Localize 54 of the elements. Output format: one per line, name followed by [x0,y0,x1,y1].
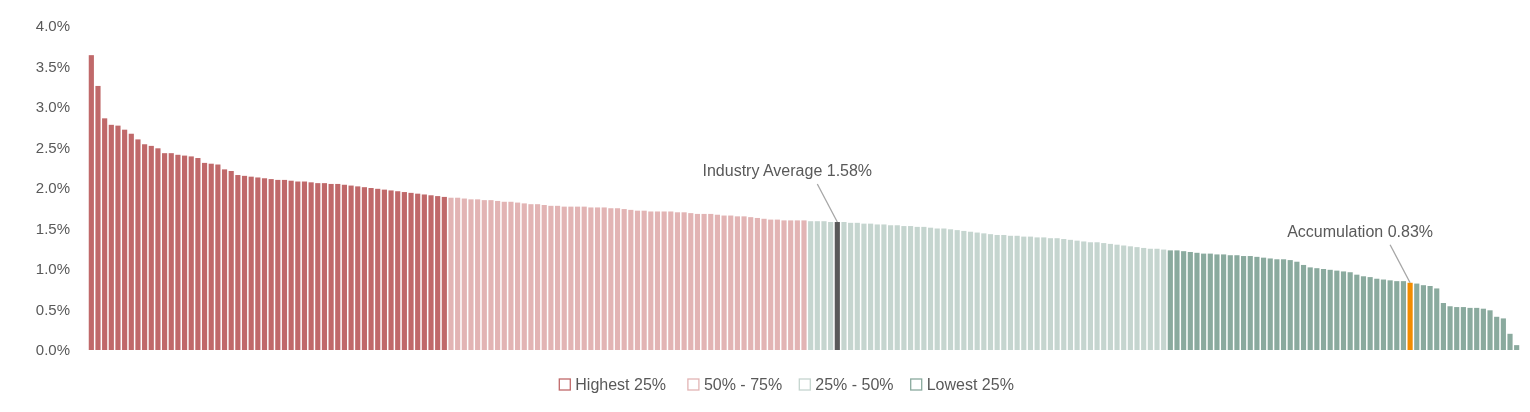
bar [1007,235,1014,350]
bar [907,226,914,350]
bar [261,178,268,350]
y-tick-label: 1.0% [35,260,70,278]
bar [1027,236,1034,350]
bar [554,205,561,350]
bar [1280,259,1287,350]
y-tick-label: 1.5% [35,219,70,237]
bar [301,181,308,350]
text: Lowest 25% [926,376,1014,393]
bar [947,229,954,350]
bar [594,207,601,350]
y-tick-label: 0.5% [35,300,70,318]
bar [201,162,208,350]
bar [967,231,974,350]
bar [1360,276,1367,350]
text: Highest 25% [575,376,667,393]
bar [614,208,621,350]
bar [1300,264,1307,350]
bar [1407,282,1413,350]
bar [654,211,661,350]
bar [927,227,934,350]
bar [221,169,228,350]
bar [694,213,701,350]
bar [441,196,447,350]
bar [281,179,288,350]
bar [808,221,814,350]
annotation: Accumulation 0.83% [1287,222,1434,240]
annotation: Industry Average 1.58% [702,162,873,180]
bar [1340,271,1347,350]
bar [834,222,840,350]
bar [634,210,641,350]
bar [321,183,328,350]
bar [1400,281,1407,350]
y-tick-label: 0.0% [35,341,70,359]
y-tick-label: 3.5% [35,57,70,75]
bar [1260,257,1267,350]
bar [1380,279,1387,350]
bar [1320,269,1327,350]
bar [182,155,188,350]
bar [574,206,581,350]
text: 50% - 75% [703,376,783,393]
bar [1414,283,1420,350]
y-tick-label: 2.5% [35,138,70,156]
bar [1047,238,1054,350]
text: 25% - 50% [815,376,894,393]
y-tick-label: 2.0% [35,179,70,197]
bar [241,175,248,350]
y-tick-label: 3.0% [35,98,70,116]
bar [341,184,348,350]
bar [674,212,681,350]
bar [1420,285,1426,350]
y-tick-label: 4.0% [35,17,70,35]
bar [987,234,994,350]
